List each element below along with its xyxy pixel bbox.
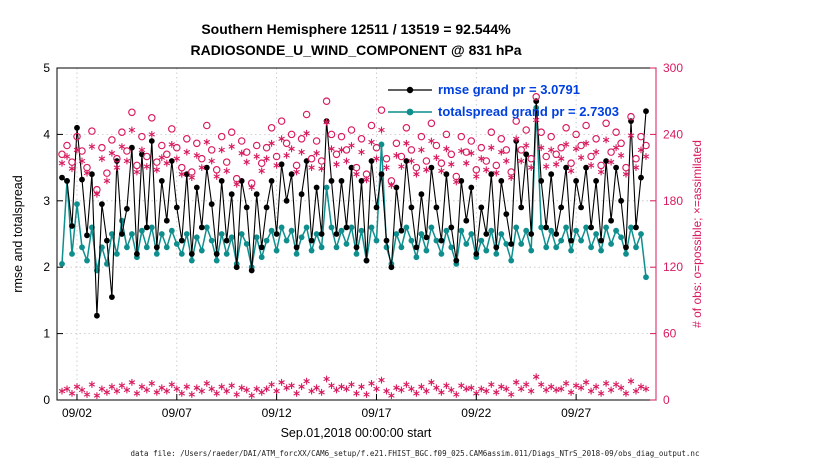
series-assimilated <box>58 116 650 198</box>
left-tick-label: 3 <box>43 194 50 208</box>
series-totalspread <box>59 104 649 281</box>
data-file-caption: data file: /Users/raeder/DAI/ATM_forcXX/… <box>131 449 700 458</box>
left-axis-label: rmse and totalspread <box>11 175 25 292</box>
left-tick-label: 2 <box>43 260 50 274</box>
axes-box: 0 1 2 3 4 5 0 60 120 180 240 300 09/02 09/07 09/12 09/1… <box>43 61 683 420</box>
series-bottom_markers <box>58 373 650 399</box>
x-tick-label: 09/12 <box>262 406 292 420</box>
right-axis-label: # of obs: o=possible; ×=assimilated <box>690 140 704 328</box>
right-tick-label: 0 <box>663 393 670 407</box>
legend-label-totalspread: totalspread grand pr = 2.7303 <box>438 104 619 119</box>
plot-area: 0 1 2 3 4 5 0 60 120 180 240 300 09/02 09/07 09/12 09/1… <box>43 61 683 420</box>
right-tick-label: 60 <box>663 327 677 341</box>
legend-entry-rmse: rmse grand pr = 3.0791 <box>388 82 580 97</box>
chart-title-line1: Southern Hemisphere 12511 / 13519 = 92.5… <box>201 21 511 37</box>
legend-entry-totalspread: totalspread grand pr = 2.7303 <box>388 104 619 119</box>
x-tick-label: 09/27 <box>561 406 591 420</box>
x-tick-label: 09/17 <box>361 406 391 420</box>
left-tick-label: 1 <box>43 327 50 341</box>
series-rmse <box>59 98 649 319</box>
x-tick-label: 09/02 <box>62 406 92 420</box>
legend-marker-rmse-icon <box>406 86 414 94</box>
left-tick-label: 5 <box>43 61 50 75</box>
legend: rmse grand pr = 3.0791 totalspread grand… <box>388 82 619 119</box>
right-tick-label: 300 <box>663 61 683 75</box>
right-tick-label: 120 <box>663 260 683 274</box>
chart-title-line2: RADIOSONDE_U_WIND_COMPONENT @ 831 hPa <box>190 42 521 58</box>
series-possible <box>58 93 650 194</box>
left-tick-label: 0 <box>43 393 50 407</box>
x-tick-label: 09/07 <box>162 406 192 420</box>
right-tick-label: 240 <box>663 127 683 141</box>
x-tick-label: 09/22 <box>461 406 491 420</box>
right-tick-label: 180 <box>663 194 683 208</box>
legend-marker-totalspread-icon <box>406 108 414 116</box>
x-axis-label: Sep.01,2018 00:00:00 start <box>281 426 432 440</box>
legend-label-rmse: rmse grand pr = 3.0791 <box>438 82 580 97</box>
gridlines <box>57 68 656 400</box>
left-tick-label: 4 <box>43 127 50 141</box>
